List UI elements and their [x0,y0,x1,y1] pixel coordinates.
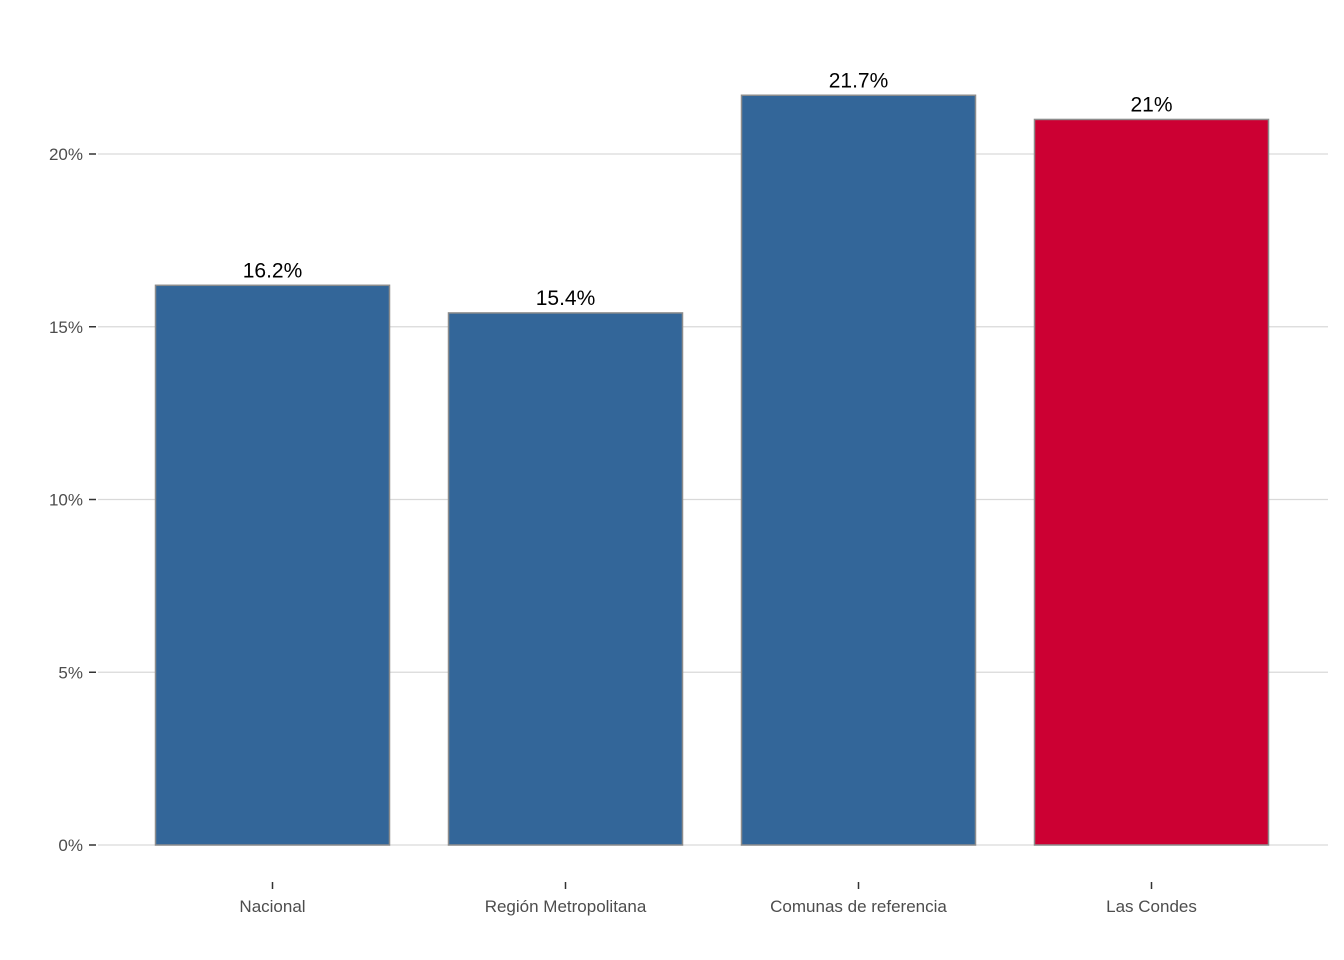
bar [1033,118,1270,846]
bar [154,284,391,846]
bars: 16.2% 15.4% 21.7% 21% [154,69,1270,846]
x-tick-label: Nacional [239,897,305,916]
data-label: 21.7% [829,69,889,92]
bar [447,312,684,846]
y-tick-label: 0% [58,836,83,855]
y-tick-label: 10% [49,491,83,510]
x-tick-label: Comunas de referencia [770,897,947,916]
x-tick-label: Las Condes [1106,897,1197,916]
y-tick-label: 5% [58,663,83,682]
y-axis: 0% 5% 10% 15% 20% [49,145,96,855]
data-label: 21% [1130,93,1172,116]
y-tick-label: 20% [49,145,83,164]
x-axis: Nacional Región Metropolitana Comunas de r… [239,882,1197,916]
data-label: 15.4% [536,287,596,310]
y-tick-label: 15% [49,318,83,337]
bar [740,94,977,846]
data-label: 16.2% [243,259,303,282]
x-tick-label: Región Metropolitana [485,897,647,916]
